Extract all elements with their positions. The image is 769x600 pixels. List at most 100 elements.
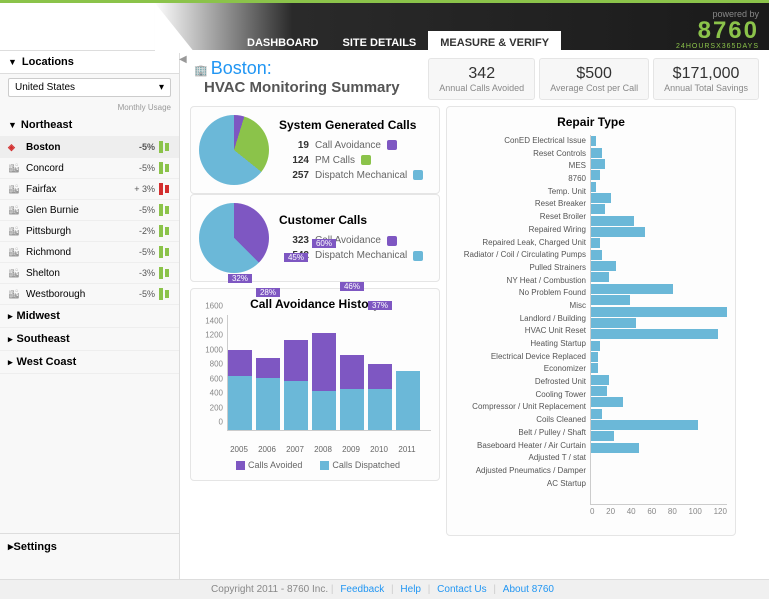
- building-icon: 🏙: [8, 205, 20, 215]
- chevron-down-icon: ▾: [159, 82, 164, 93]
- locations-header[interactable]: ▼Locations: [0, 50, 179, 74]
- history-bar: 28%: [256, 358, 280, 430]
- yaxis-tick: 1000: [205, 345, 223, 354]
- repair-title: Repair Type: [455, 115, 727, 129]
- xaxis-label: 2007: [283, 445, 307, 454]
- yaxis-tick: 400: [210, 389, 223, 398]
- page-subtitle: HVAC Monitoring Summary: [204, 79, 418, 96]
- repair-bar: [591, 386, 607, 396]
- repair-bar: [591, 431, 614, 441]
- repair-bar: [591, 159, 605, 169]
- repair-bar: [591, 204, 605, 214]
- metric-label: Annual Calls Avoided: [439, 83, 524, 93]
- repair-label: No Problem Found: [455, 287, 590, 300]
- repair-label: 8760: [455, 173, 590, 186]
- building-icon: 🏙: [8, 184, 20, 194]
- repair-label: AC Startup: [455, 478, 590, 491]
- repair-label: Baseboard Heater / Air Curtain: [455, 440, 590, 453]
- location-glen-burnie[interactable]: 🏙Glen Burnie-5%: [0, 200, 179, 221]
- footer-link-help[interactable]: Help: [400, 584, 421, 595]
- sidebar-collapse-icon[interactable]: ◀: [179, 54, 189, 66]
- legend-item: Calls Avoided: [230, 460, 302, 470]
- repair-bar: [591, 193, 611, 203]
- repair-label: Repaired Wiring: [455, 224, 590, 237]
- region-northeast[interactable]: ▼Northeast: [0, 114, 179, 137]
- repair-bar: [591, 250, 602, 260]
- legend-swatch: [387, 140, 397, 150]
- building-icon: 🏙: [8, 268, 20, 278]
- region-southeast[interactable]: ▸Southeast: [0, 328, 179, 351]
- location-name: Pittsburgh: [26, 226, 139, 237]
- bar-dispatched: [368, 389, 392, 430]
- xaxis-label: 2005: [227, 445, 251, 454]
- footer-link-contact-us[interactable]: Contact Us: [437, 584, 486, 595]
- xaxis-label: 2008: [311, 445, 335, 454]
- sparkline: [165, 206, 169, 214]
- sparkline: [159, 183, 163, 195]
- alert-icon: ◈: [8, 142, 20, 152]
- footer-link-feedback[interactable]: Feedback: [340, 584, 384, 595]
- building-icon: 🏙: [8, 226, 20, 236]
- location-shelton[interactable]: 🏙Shelton-3%: [0, 263, 179, 284]
- region-west-coast[interactable]: ▸West Coast: [0, 351, 179, 374]
- repair-bar: [591, 397, 623, 407]
- repair-label: Reset Broiler: [455, 211, 590, 224]
- location-name: Fairfax: [26, 184, 134, 195]
- metric-annual-calls-avoided: 342Annual Calls Avoided: [428, 58, 535, 100]
- sparkline: [165, 269, 169, 277]
- sparkline: [165, 227, 169, 235]
- repair-label: Belt / Pulley / Shaft: [455, 427, 590, 440]
- location-name: Concord: [26, 163, 139, 174]
- location-fairfax[interactable]: 🏙 Fairfax+ 3%: [0, 179, 179, 200]
- footer-link-about-8760[interactable]: About 8760: [503, 584, 554, 595]
- repair-label: HVAC Unit Reset: [455, 325, 590, 338]
- repair-bar: [591, 375, 609, 385]
- xaxis-tick: 60: [647, 507, 656, 516]
- location-boston[interactable]: ◈Boston-5%: [0, 137, 179, 158]
- nav-dashboard[interactable]: DASHBOARD: [235, 31, 331, 55]
- location-name: Shelton: [26, 268, 139, 279]
- xaxis-tick: 100: [689, 507, 702, 516]
- bar-dispatched: [256, 378, 280, 430]
- location-pct: + 3%: [134, 184, 155, 194]
- location-westborough[interactable]: 🏙 Westborough-5%: [0, 284, 179, 305]
- location-richmond[interactable]: 🏙Richmond-5%: [0, 242, 179, 263]
- country-dropdown[interactable]: United States▾: [8, 78, 171, 97]
- locations-label: Locations: [22, 56, 74, 68]
- repair-label: Misc: [455, 300, 590, 313]
- nav-site-details[interactable]: SITE DETAILS: [331, 31, 429, 55]
- settings-header[interactable]: ▸Settings: [0, 533, 179, 559]
- nav-measure-verify[interactable]: MEASURE & VERIFY: [428, 31, 561, 55]
- location-pittsburgh[interactable]: 🏙Pittsburgh-2%: [0, 221, 179, 242]
- footer: Copyright 2011 - 8760 Inc. | Feedback | …: [0, 579, 769, 599]
- repair-label: Adjusted T / stat: [455, 452, 590, 465]
- sparkline: [159, 225, 163, 237]
- repair-bar: [591, 329, 718, 339]
- repair-label: Repaired Leak, Charged Unit: [455, 237, 590, 250]
- sparkline: [159, 141, 163, 153]
- sparkline: [165, 164, 169, 172]
- xaxis-tick: 80: [668, 507, 677, 516]
- repair-label: Landlord / Building: [455, 313, 590, 326]
- location-name: Westborough: [26, 289, 139, 300]
- building-icon: 🏙: [8, 289, 20, 299]
- location-pct: -5%: [139, 247, 155, 257]
- history-card: Call Avoidance History 16001400120010008…: [190, 288, 440, 481]
- repair-bar: [591, 295, 630, 305]
- legend-row: 323Call Avoidance: [279, 233, 431, 248]
- bar-avoided: [340, 355, 364, 390]
- metric-value: $500: [550, 65, 638, 83]
- history-bar: 60%: [312, 333, 336, 430]
- yaxis-tick: 600: [210, 374, 223, 383]
- location-concord[interactable]: 🏙Concord-5%: [0, 158, 179, 179]
- brand-tagline: 24HOURSX365DAYS: [676, 43, 759, 50]
- location-pct: -5%: [139, 289, 155, 299]
- yaxis-tick: 1600: [205, 302, 223, 311]
- region-midwest[interactable]: ▸Midwest: [0, 305, 179, 328]
- repair-card: Repair Type ConED Electrical IssueReset …: [446, 106, 736, 536]
- repair-label: Coils Cleaned: [455, 414, 590, 427]
- repair-bar: [591, 443, 639, 453]
- repair-bar: [591, 363, 598, 373]
- legend-swatch: [361, 155, 371, 165]
- repair-label: Cooling Tower: [455, 389, 590, 402]
